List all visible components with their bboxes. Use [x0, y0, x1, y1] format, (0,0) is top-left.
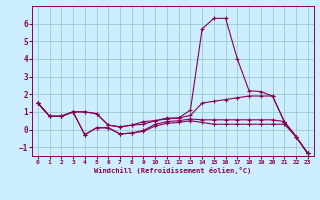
X-axis label: Windchill (Refroidissement éolien,°C): Windchill (Refroidissement éolien,°C): [94, 167, 252, 174]
